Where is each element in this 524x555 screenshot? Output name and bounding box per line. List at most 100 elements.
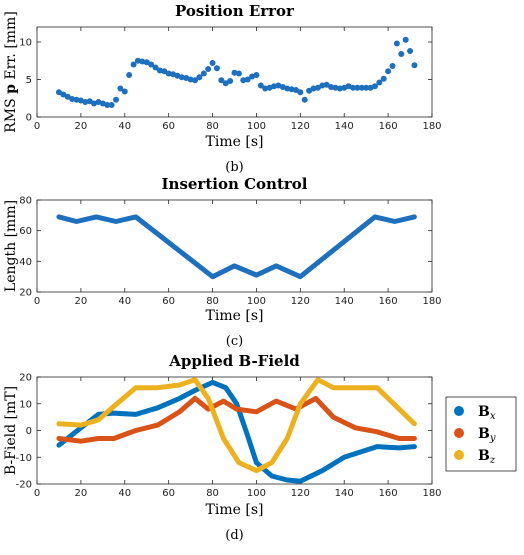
data-point [371,83,378,90]
chart-title: Applied B-Field [168,352,300,370]
x-tick-label: 60 [162,296,175,307]
legend: Bx By Bz [445,396,517,472]
x-tick-label: 180 [422,121,441,132]
y-axis-label: Length [mm] [3,200,19,292]
data-point [121,88,128,95]
legend-marker [454,406,464,416]
x-tick-label: 120 [291,488,310,499]
data-point [350,84,356,91]
data-point [407,48,414,54]
y-tick-label: 80 [19,196,32,207]
data-point [380,75,387,82]
x-tick-label: 40 [118,121,131,132]
data-point [393,40,400,47]
data-point [104,102,111,108]
panel-1: 0 20 40 60 80 100 120 140 160 180 0 5 10 Position Err… [3,2,442,175]
chart-title: Position Error [175,2,295,20]
chart-title: Insertion Control [162,175,308,193]
data-point [152,64,159,71]
x-tick-label: 0 [34,488,40,499]
x-tick-label: 80 [206,296,219,307]
data-point [209,60,216,66]
data-point [117,85,124,92]
y-tick-label: 60 [19,226,32,237]
y-tick-label: -20 [16,480,32,491]
legend-label: Bx [478,404,496,422]
series-line-Bz [56,377,417,474]
figure-caption: (c) [226,334,243,349]
x-tick-label: 80 [206,121,219,132]
x-tick-label: 160 [379,121,398,132]
figure-caption: (b) [225,160,243,175]
data-point [257,82,264,89]
data-point [385,68,392,75]
x-tick-label: 40 [118,488,131,499]
legend-label: By [478,426,496,444]
axes-box [36,26,433,118]
y-tick-label: 20 [19,373,32,384]
data-point [126,72,133,78]
data-point [363,84,370,91]
data-point [192,77,198,84]
x-tick-label: 100 [247,488,266,499]
data-point [148,61,155,68]
data-point [213,65,220,72]
x-tick-label: 140 [335,121,354,132]
y-tick-label: 20 [19,288,32,299]
data-point [301,96,308,103]
x-tick-label: 160 [379,488,398,499]
legend-marker [454,428,464,438]
x-tick-label: 100 [247,296,266,307]
x-tick-label: 20 [75,121,88,132]
x-tick-label: 40 [118,296,131,307]
data-point [402,36,409,43]
x-tick-label: 180 [422,296,441,307]
data-point [411,62,418,69]
panel-3: 0 20 40 60 80 100 120 140 160 180 -20 -10 0 10 20 Appli… [3,352,442,543]
data-point [196,74,203,81]
x-axis-label: Time [s] [206,502,264,518]
x-tick-label: 180 [422,488,441,499]
y-tick-label: 10 [19,38,32,49]
y-tick-label: 40 [19,257,32,268]
data-point [227,78,234,84]
series-line-Bx [56,379,417,484]
x-tick-label: 160 [379,296,398,307]
x-tick-label: 20 [75,488,88,499]
y-tick-label: 5 [26,75,32,86]
data-point [354,84,361,91]
x-tick-label: 120 [291,121,310,132]
legend-marker [454,450,464,460]
x-tick-label: 140 [335,488,354,499]
y-axis-label: RMS p Err. [mm] [3,11,19,133]
series-line [56,214,417,280]
data-point [389,63,396,69]
data-point [200,70,207,77]
y-tick-label: -10 [16,453,32,464]
x-tick-label: 20 [75,296,88,307]
data-point [235,70,242,77]
data-point [205,66,212,72]
x-tick-label: 60 [162,121,175,132]
data-point [218,77,225,84]
data-point [398,51,405,57]
x-tick-label: 120 [291,296,310,307]
series-line-By [56,395,417,444]
axes-box [36,199,433,293]
panel-2: 0 20 40 60 80 100 120 140 160 18020406080Insertio… [3,175,442,349]
data-point [297,89,304,96]
legend-label: Bz [478,448,496,466]
figure-caption: (d) [225,528,243,543]
data-point [130,61,137,68]
data-point [358,84,365,91]
y-axis-label: B-Field [mT] [3,386,19,475]
data-point [253,72,260,78]
x-tick-label: 80 [206,488,219,499]
x-tick-label: 100 [247,121,266,132]
x-axis-label: Time [s] [206,308,264,324]
x-axis-label: Time [s] [206,134,264,150]
data-point [108,102,115,108]
x-tick-label: 0 [34,296,40,307]
